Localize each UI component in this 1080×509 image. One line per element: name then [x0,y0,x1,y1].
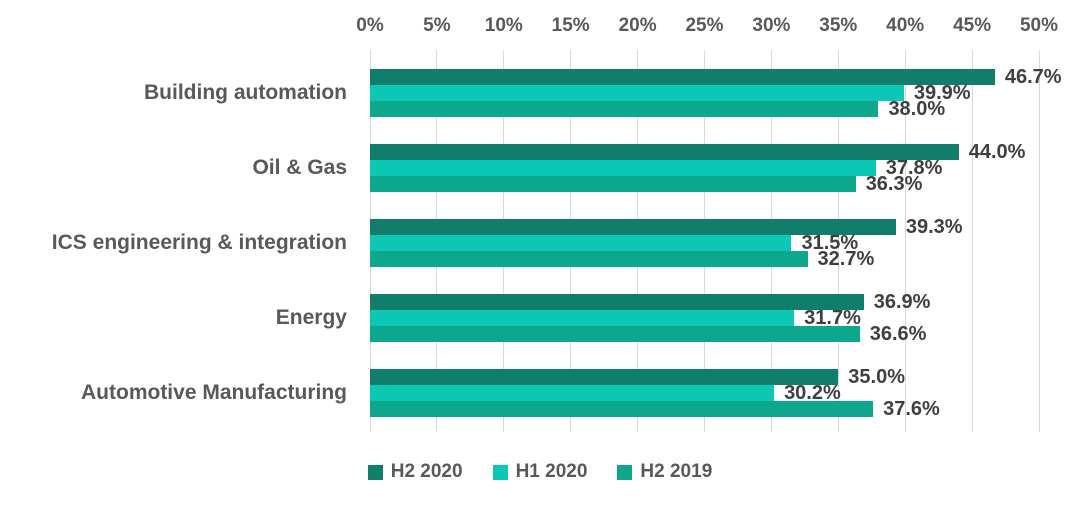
x-axis-tick-label: 25% [685,15,724,36]
legend-swatch-icon [492,464,508,480]
data-label: 38.0% [888,97,946,120]
data-label: 32.7% [817,247,875,270]
data-label: 35.0% [848,365,906,388]
x-axis-tick-label: 45% [953,15,992,36]
data-label: 37.6% [883,397,940,420]
bar-h2-2019 [370,250,808,267]
x-axis-tick-label: 30% [752,15,791,36]
x-axis-tick-label: 20% [618,15,657,36]
data-label: 39.3% [905,215,963,238]
x-axis-tick-label: 0% [356,15,384,36]
x-axis-tick-label: 15% [551,15,590,36]
data-label: 30.2% [784,381,841,404]
bar-h2-2019 [370,400,874,417]
data-label: 36.6% [869,322,927,345]
category-label: Oil & Gas [252,155,347,179]
x-axis-tick-label: 5% [423,15,451,36]
bar-h1-2020 [370,384,775,401]
legend-label: H2 2019 [640,461,713,482]
legend-label: H1 2020 [515,461,588,482]
legend-swatch-icon [617,464,633,480]
x-axis-tick-label: 40% [886,15,925,36]
bar-h2-2020 [370,68,995,85]
data-label: 46.7% [1004,65,1062,88]
category-label: Building automation [144,80,347,104]
data-label: 44.0% [968,140,1026,163]
legend-item: H2 2020 [367,461,463,483]
legend-item: H2 2019 [617,461,712,483]
x-axis-tick-label: 50% [1019,15,1059,36]
bar-h1-2020 [370,159,876,176]
x-axis-tick-label: 10% [484,15,523,36]
bar-h2-2020 [370,368,839,385]
data-label: 36.3% [865,172,923,195]
gridline [904,50,906,432]
legend-item: H1 2020 [492,461,588,483]
bar-h2-2020 [370,293,864,310]
gridline [971,50,973,432]
category-label: Automotive Manufacturing [81,380,347,404]
data-label: 39.9% [913,81,971,104]
data-label: 37.8% [885,156,943,179]
category-label: ICS engineering & integration [51,230,347,254]
legend-swatch-icon [367,464,383,480]
data-label: 36.9% [873,290,931,313]
legend-label: H2 2020 [390,461,463,482]
bar-h1-2020 [370,234,792,251]
category-label: Energy [275,305,347,329]
legend: H2 2020 H1 2020 H2 2019 [0,461,1080,483]
gridline [837,50,839,432]
data-label: 31.5% [801,231,859,254]
bar-h2-2019 [370,100,879,117]
bar-h2-2020 [370,218,896,235]
data-label: 31.7% [804,306,861,329]
bar-h2-2020 [370,143,959,160]
bar-h1-2020 [370,309,795,326]
gridline [1038,50,1040,432]
x-axis-tick-label: 35% [819,15,858,36]
bar-h2-2019 [370,325,860,342]
bar-h1-2020 [370,84,904,101]
bar-h2-2019 [370,175,856,192]
